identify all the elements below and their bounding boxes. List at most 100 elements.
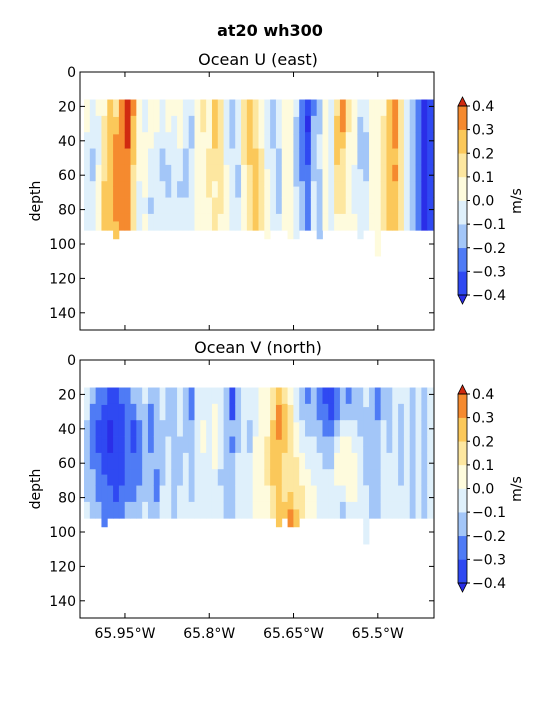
heatmap-cell [345, 436, 352, 454]
heatmap-cell [357, 151, 364, 170]
heatmap-cell [345, 99, 352, 117]
heatmap-cell [206, 452, 213, 470]
heatmap-cell [415, 132, 422, 149]
heatmap-cell [241, 469, 248, 486]
heatmap-cell [188, 115, 195, 133]
heatmap-cell [159, 99, 166, 117]
heatmap-cell [421, 164, 428, 182]
heatmap-cell [334, 164, 341, 182]
heatmap-cell [339, 485, 347, 503]
heatmap-cell [264, 501, 271, 519]
heatmap-cell [101, 422, 108, 441]
heatmap-cell [357, 169, 364, 187]
heatmap-cell [200, 501, 207, 519]
heatmap-cell [415, 99, 422, 117]
heatmap-cell [357, 221, 364, 240]
heatmap-cell [398, 197, 405, 215]
heatmap-cell [322, 403, 329, 421]
heatmap-cell [328, 436, 335, 454]
heatmap-cell [357, 436, 364, 454]
colorbar-tick-label: 0.2 [472, 434, 494, 450]
heatmap-cell [293, 492, 300, 510]
heatmap-cell [177, 181, 184, 198]
heatmap-cell [235, 485, 242, 503]
heatmap-cell [310, 213, 318, 231]
heatmap-cell [398, 213, 405, 231]
heatmap-cell [101, 387, 108, 406]
heatmap-cell [194, 115, 201, 133]
heatmap-cell [200, 469, 207, 486]
heatmap-cell [305, 501, 312, 519]
heatmap-cell [398, 403, 405, 421]
heatmap-cell [89, 420, 97, 437]
heatmap-cell [374, 469, 382, 486]
heatmap-cell [188, 501, 195, 519]
heatmap-cell [264, 116, 271, 135]
heatmap-cell [223, 403, 230, 421]
y-tick-label: 140 [49, 594, 76, 610]
heatmap-cell [386, 420, 393, 437]
heatmap-cell [252, 132, 259, 149]
heatmap-cell [241, 436, 248, 454]
y-tick-label: 40 [58, 134, 76, 150]
heatmap-cell [339, 452, 347, 470]
heatmap-cell [409, 197, 416, 215]
heatmap-cell [235, 436, 242, 454]
heatmap-cell [194, 132, 201, 149]
heatmap-cell [369, 99, 376, 117]
heatmap-cell [305, 99, 312, 117]
heatmap-cell [392, 436, 399, 454]
heatmap-cell [415, 213, 422, 231]
heatmap-cell [159, 420, 166, 437]
heatmap-cell [363, 181, 370, 198]
heatmap-cell [188, 436, 195, 454]
heatmap-cell [107, 148, 114, 166]
heatmap-cell [89, 452, 97, 470]
colorbar-segment [458, 535, 467, 560]
heatmap-cell [345, 403, 352, 421]
heatmap-cell [334, 197, 341, 215]
heatmap-cell [310, 469, 318, 486]
heatmap-cell [188, 469, 195, 486]
heatmap-cell [200, 132, 207, 149]
heatmap-cell [118, 99, 126, 117]
heatmap-cell [165, 485, 172, 503]
heatmap-cell [241, 213, 248, 231]
heatmap-cell [223, 387, 230, 405]
heatmap-cell [241, 115, 248, 133]
heatmap-cell [252, 148, 259, 166]
heatmap-cell [322, 387, 329, 405]
heatmap-cell [89, 436, 97, 454]
heatmap-cell [171, 99, 178, 117]
heatmap-cell [229, 452, 236, 470]
heatmap-cell [369, 436, 376, 454]
heatmap-cell [84, 469, 91, 486]
heatmap-cell [380, 485, 387, 503]
y-tick-label: 0 [67, 65, 76, 81]
heatmap-cell [118, 132, 126, 149]
heatmap-cell [415, 403, 422, 421]
heatmap-cell [427, 164, 434, 182]
heatmap-cell [171, 387, 178, 405]
heatmap-cell [275, 509, 283, 528]
heatmap-cell [339, 213, 347, 231]
heatmap-cell [363, 197, 370, 215]
heatmap-cell [101, 115, 108, 133]
heatmap-cell [165, 387, 172, 405]
heatmap-cell [241, 501, 248, 519]
heatmap-cell [194, 469, 201, 486]
colorbar-tick-label: 0.4 [472, 99, 494, 115]
heatmap-cell [264, 436, 271, 454]
heatmap-cell [270, 164, 277, 182]
heatmap-cell [386, 469, 393, 486]
heatmap-cell [299, 181, 306, 198]
heatmap-cell [339, 501, 347, 519]
heatmap-cell [84, 403, 91, 421]
heatmap-cell [124, 403, 131, 421]
heatmap-cell [235, 148, 242, 166]
heatmap-cell [409, 436, 416, 454]
heatmap-cell [252, 403, 259, 421]
heatmap-cell [281, 452, 288, 470]
heatmap-cell [118, 197, 126, 215]
heatmap-cell [182, 420, 190, 437]
